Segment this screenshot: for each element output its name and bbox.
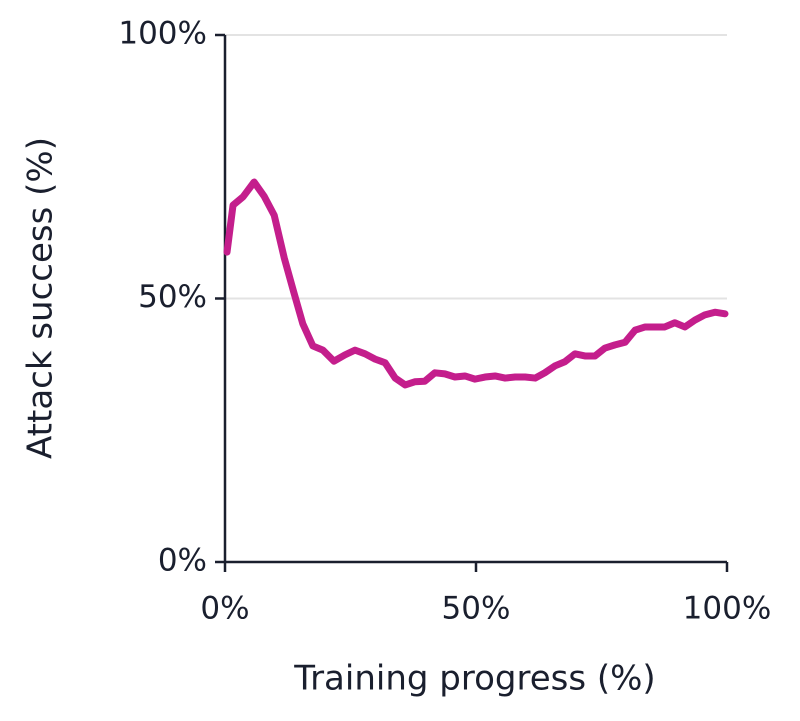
y-tick-label: 0% [158, 543, 207, 579]
y-tick-label: 100% [118, 16, 207, 52]
x-tick-label: 50% [442, 591, 511, 627]
x-tick-label: 100% [683, 591, 772, 627]
x-tick-label: 0% [200, 591, 249, 627]
data-line [223, 178, 729, 389]
y-axis-label: Attack success (%) [21, 137, 61, 459]
x-axis-label: Training progress (%) [293, 659, 655, 699]
y-tick-label: 50% [138, 279, 207, 315]
